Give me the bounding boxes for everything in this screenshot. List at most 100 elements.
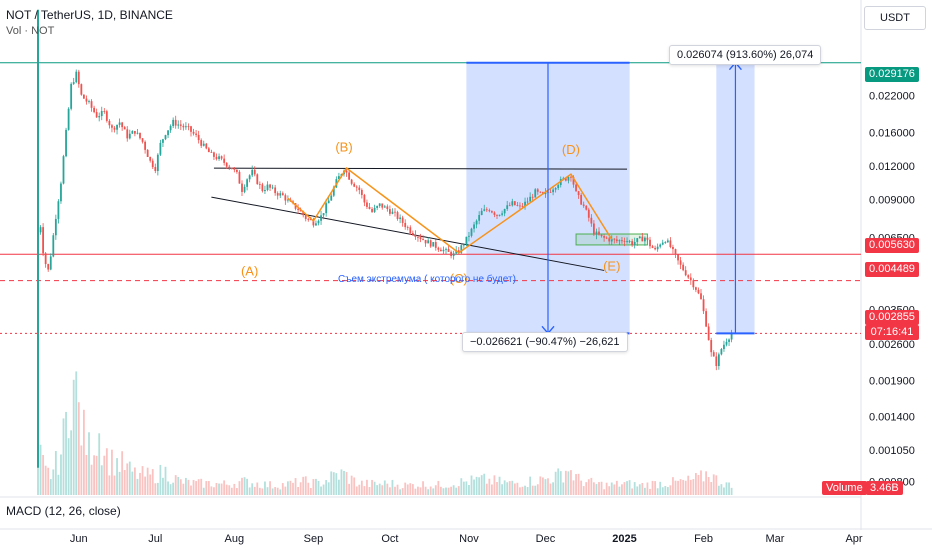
volume-bar: [414, 488, 417, 495]
volume-bar: [383, 480, 386, 495]
volume-bar: [483, 473, 486, 495]
volume-bar: [146, 467, 149, 495]
candle-body: [633, 241, 636, 245]
volume-bar: [610, 482, 613, 495]
volume-bar: [508, 481, 511, 495]
candle-body: [437, 247, 440, 250]
candle-body: [302, 211, 305, 216]
volume-bar: [485, 483, 488, 495]
annotation-note[interactable]: Съем экстремума ( которого не будет): [338, 274, 516, 285]
candle-body: [215, 156, 218, 160]
candle-body: [299, 209, 302, 212]
candle-body: [552, 189, 554, 193]
volume-bar: [241, 477, 243, 495]
volume-bar: [580, 480, 583, 495]
candle-body: [233, 169, 236, 170]
volume-bar: [626, 481, 628, 495]
volume-bar: [363, 486, 366, 495]
candle-body: [536, 189, 539, 192]
volume-bar: [276, 487, 279, 495]
volume-bar: [210, 486, 213, 495]
y-tick-label: 0.001050: [869, 445, 915, 457]
candle-body: [287, 199, 289, 201]
volume-bar: [577, 473, 580, 495]
candle-body: [95, 112, 98, 118]
candle-body: [200, 140, 203, 146]
volume-bar: [564, 470, 567, 495]
candle-body: [378, 203, 381, 206]
candle-body: [202, 143, 205, 146]
volume-bar: [248, 487, 251, 495]
candle-body: [312, 219, 315, 226]
currency-button[interactable]: USDT: [864, 6, 926, 30]
drop-measure-label[interactable]: −0.026621 (−90.47%) −26,621: [462, 332, 628, 352]
candle-body: [659, 244, 662, 247]
candle-body: [717, 354, 720, 367]
volume-bar: [521, 486, 524, 495]
candle-body: [491, 211, 493, 213]
volume-legend[interactable]: Vol · NOT: [6, 25, 55, 37]
volume-bar: [200, 478, 203, 495]
volume-bar: [93, 455, 95, 495]
candle-body: [582, 204, 585, 206]
candle-body: [613, 238, 616, 240]
candle-body: [465, 236, 468, 245]
volume-bar: [75, 371, 78, 495]
candle-body: [600, 234, 603, 237]
volume-bar: [679, 479, 682, 495]
volume-bar: [697, 474, 700, 495]
candle-body: [661, 242, 664, 245]
volume-bar: [638, 484, 641, 495]
upper-trendline: [213, 167, 628, 170]
macd-legend[interactable]: MACD (12, 26, close): [6, 504, 121, 518]
volume-bar: [225, 484, 228, 495]
volume-bar: [205, 481, 208, 495]
volume-bar: [195, 481, 197, 495]
candle-body: [462, 244, 465, 246]
symbol-title[interactable]: NOT / TetherUS, 1D, BINANCE: [6, 8, 173, 22]
volume-bar: [526, 487, 529, 495]
volume-bar: [317, 480, 320, 495]
candle-body: [121, 122, 124, 128]
candle-body: [253, 169, 256, 175]
volume-bar: [687, 475, 690, 495]
volume-bar: [80, 445, 83, 495]
volume-bar: [396, 484, 399, 495]
candle-body: [432, 242, 435, 247]
rise-measure-label[interactable]: 0.026074 (913.60%) 26,074: [669, 45, 822, 65]
volume-bar: [707, 477, 710, 495]
volume-bar: [358, 484, 361, 495]
candle-body: [75, 71, 78, 83]
volume-bar: [664, 486, 667, 495]
volume-bar: [236, 488, 238, 495]
volume-bar: [373, 481, 376, 495]
volume-bar: [552, 482, 554, 495]
candle-body: [651, 246, 654, 248]
candle-body: [52, 235, 55, 257]
volume-bar: [299, 482, 302, 495]
volume-bar: [154, 483, 157, 495]
volume-bar: [47, 467, 50, 495]
y-tick-label: 0.001400: [869, 411, 915, 423]
candle-body: [406, 227, 409, 228]
candle-body: [210, 152, 213, 153]
volume-bar: [529, 476, 532, 495]
volume-bar: [628, 480, 631, 495]
candle-body: [608, 238, 611, 242]
volume-bar: [572, 480, 575, 495]
x-tick-label: Aug: [225, 533, 245, 545]
volume-bar: [411, 484, 414, 495]
volume-bar: [172, 482, 175, 495]
volume-bar: [281, 483, 284, 495]
x-tick-label: Nov: [459, 533, 479, 545]
candle-body: [60, 183, 62, 202]
volume-bar: [322, 484, 325, 495]
candle-body: [447, 248, 450, 252]
candle-body: [236, 169, 238, 172]
candle-body: [715, 356, 718, 367]
candle-body: [246, 179, 248, 187]
candle-body: [710, 340, 713, 353]
candle-body: [631, 241, 634, 245]
candle-body: [322, 213, 325, 216]
